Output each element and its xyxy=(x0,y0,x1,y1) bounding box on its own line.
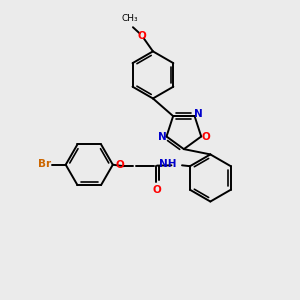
Text: CH₃: CH₃ xyxy=(122,14,138,23)
Text: N: N xyxy=(194,109,203,119)
Text: O: O xyxy=(116,160,124,170)
Text: N: N xyxy=(158,131,167,142)
Text: NH: NH xyxy=(159,159,177,169)
Text: Br: Br xyxy=(38,159,51,169)
Text: O: O xyxy=(137,31,146,41)
Text: O: O xyxy=(202,131,210,142)
Text: O: O xyxy=(152,185,161,195)
